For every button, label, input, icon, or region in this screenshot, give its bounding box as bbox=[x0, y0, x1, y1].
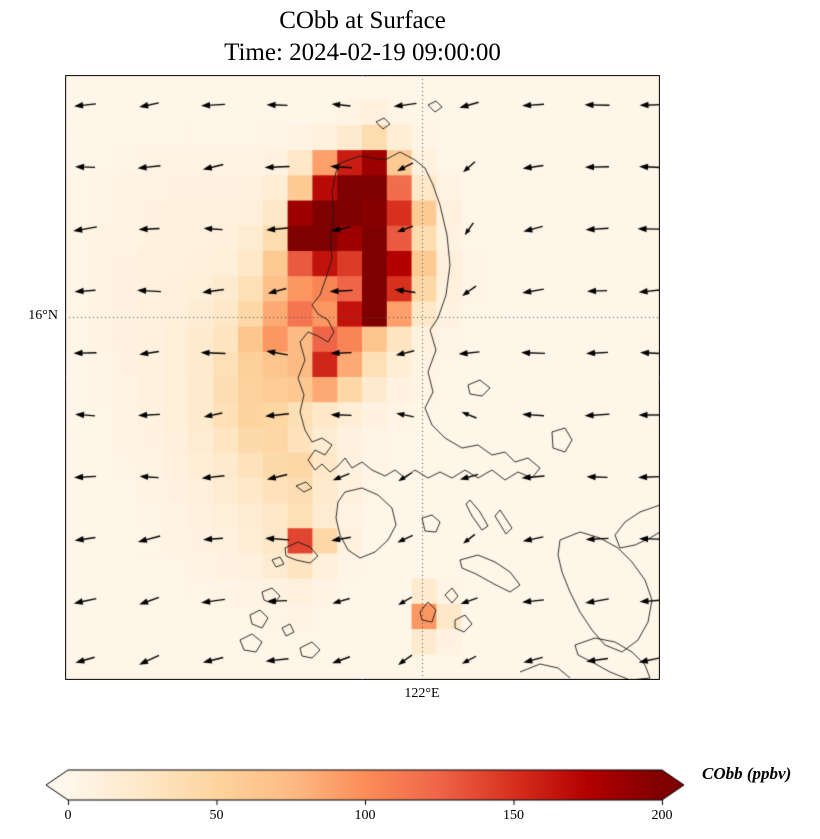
map-plot-canvas bbox=[65, 75, 660, 680]
colorbar-tick-label: 0 bbox=[64, 808, 72, 823]
colorbar-gradient-canvas bbox=[40, 768, 700, 808]
colorbar-tick-label: 150 bbox=[503, 808, 524, 823]
y-axis-tick-label: 16°N bbox=[28, 308, 58, 323]
chart-subtitle-time: Time: 2024-02-19 09:00:00 bbox=[224, 39, 501, 66]
colorbar-label: CObb (ppbv) bbox=[702, 764, 792, 783]
colorbar-tick-label: 100 bbox=[354, 808, 376, 823]
colorbar: 0 50 100 150 200 bbox=[40, 768, 720, 832]
colorbar-tick-label: 50 bbox=[209, 808, 224, 823]
colorbar-tick-label: 200 bbox=[651, 808, 673, 823]
chart-title: CObb at Surface bbox=[279, 7, 446, 34]
x-axis-tick-label: 122°E bbox=[404, 686, 440, 701]
